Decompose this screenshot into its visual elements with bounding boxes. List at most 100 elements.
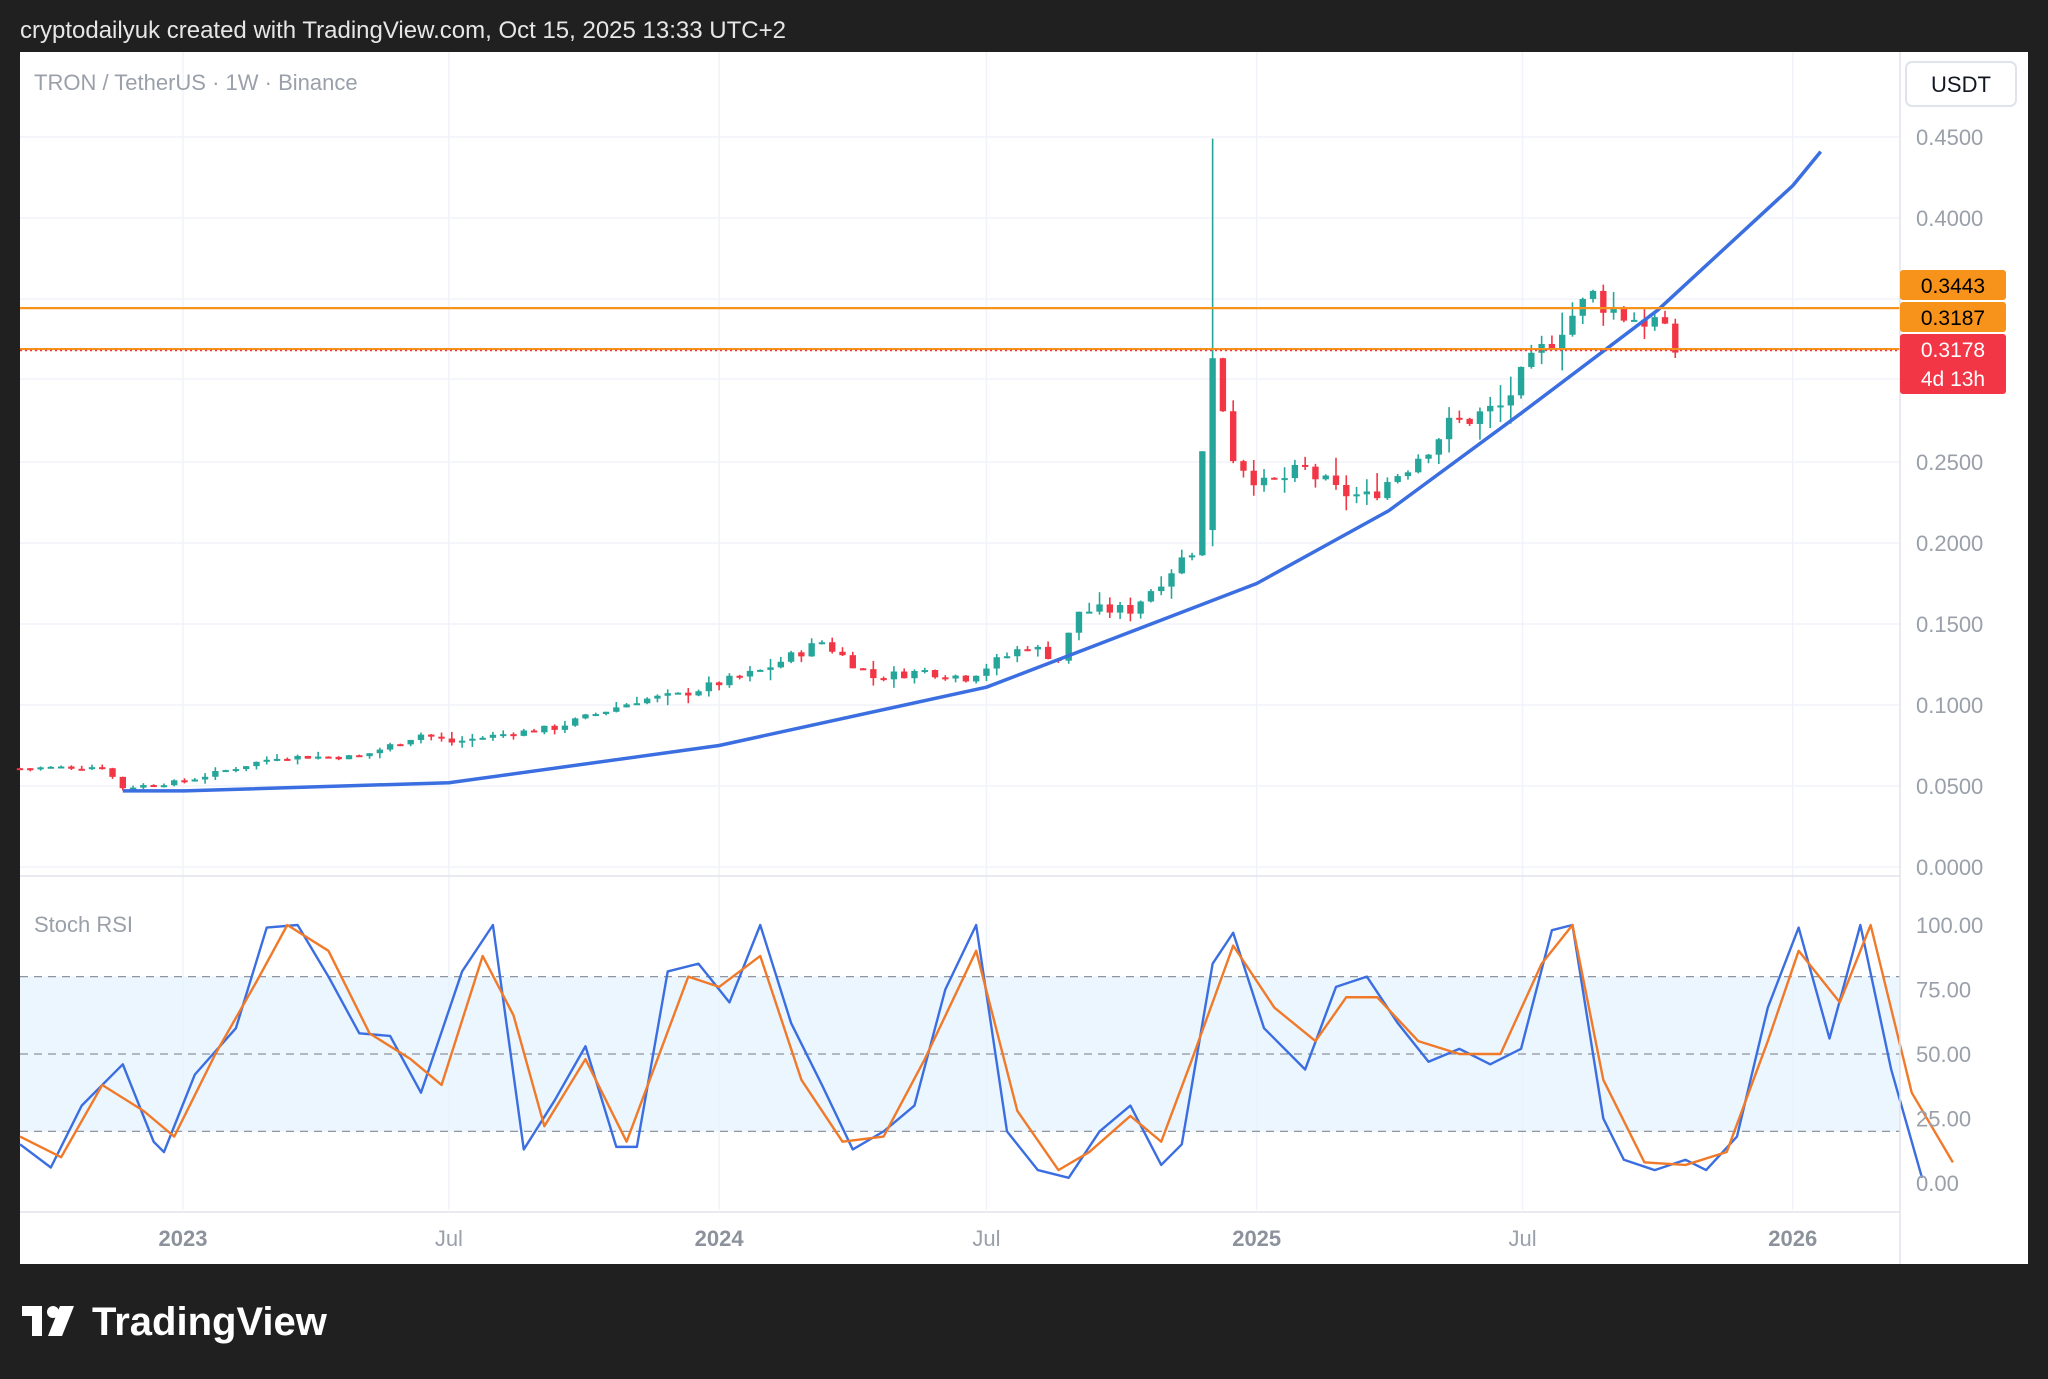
footer-logo[interactable]: TradingView (22, 1300, 328, 1344)
tradingview-logo-icon[interactable] (22, 1306, 74, 1336)
candle-body (417, 734, 425, 740)
candle (1600, 284, 1607, 326)
candle (1507, 376, 1514, 424)
candle (335, 756, 342, 761)
candle-body (469, 738, 476, 741)
candle (47, 766, 55, 769)
candle-body (859, 668, 867, 671)
price-tick-label: 0.2000 (1916, 531, 1983, 556)
candle (88, 764, 96, 770)
candle (325, 756, 332, 759)
candle-body (787, 652, 795, 662)
candle-body (57, 766, 65, 769)
price-tag-countdown: 4d 13h (1921, 368, 1985, 391)
candle (489, 731, 497, 741)
candle (849, 651, 856, 669)
candle-body (993, 657, 1000, 669)
candle (1230, 400, 1237, 464)
candle (356, 754, 363, 758)
candle-body (243, 766, 250, 770)
stoch-tick-label: 75.00 (1916, 978, 1971, 1003)
candle (890, 666, 898, 688)
candle-body (129, 787, 137, 790)
candle (1240, 459, 1247, 478)
candle (541, 725, 548, 735)
candle-body (273, 758, 281, 761)
footer-logo-text[interactable]: TradingView (92, 1300, 328, 1344)
currency-button[interactable]: USDT (1905, 61, 2017, 107)
candle-body (674, 692, 682, 695)
candle (417, 732, 425, 744)
candle (530, 728, 538, 733)
candle (1548, 335, 1556, 350)
candle (1271, 477, 1278, 480)
candle (212, 767, 219, 781)
candle (500, 730, 507, 738)
candle-body (962, 675, 970, 682)
candle-body (1476, 411, 1484, 424)
candle (921, 667, 928, 674)
candle-body (1230, 411, 1237, 462)
candle (623, 703, 630, 708)
candle (1003, 652, 1011, 659)
candle (1096, 592, 1103, 615)
header-attribution: cryptodailyuk created with TradingView.c… (20, 17, 786, 44)
candle (736, 674, 743, 680)
candle-body (1014, 649, 1021, 657)
candle-body (1096, 604, 1103, 612)
candle-body (1466, 418, 1473, 424)
candle-body (623, 704, 630, 708)
candle-body (345, 755, 353, 760)
candle (818, 640, 826, 645)
candle-body (1024, 649, 1031, 652)
candle (654, 694, 661, 703)
candle (1641, 308, 1648, 340)
candle-body (1415, 458, 1422, 473)
currency-label[interactable]: USDT (1931, 72, 1991, 97)
candle (222, 769, 229, 773)
time-tick-label: Jul (435, 1226, 463, 1251)
candle (1024, 646, 1031, 652)
currency-button-bg[interactable] (1905, 61, 2017, 107)
candle (109, 767, 116, 779)
stoch-tick-label: 50.00 (1916, 1042, 1971, 1067)
candle-body (1291, 464, 1299, 479)
candle-body (1589, 290, 1597, 299)
candle-body (911, 671, 918, 679)
candle-body (572, 718, 579, 726)
candle-body (746, 670, 754, 677)
candle (1209, 138, 1216, 547)
candle-body (1065, 632, 1072, 661)
candle (1343, 475, 1350, 511)
candle-body (479, 737, 486, 740)
candle (859, 668, 867, 671)
candle (1106, 597, 1113, 618)
time-tick-label: 2024 (695, 1226, 745, 1251)
candle-body (1363, 491, 1371, 495)
time-tick-label: Jul (972, 1226, 1000, 1251)
candle (1517, 366, 1525, 399)
candle (705, 676, 713, 697)
candle-body (448, 738, 455, 743)
price-tick-label: 0.1000 (1916, 693, 1983, 718)
candle (232, 767, 240, 773)
candle-body (1487, 405, 1494, 412)
candle-body (1301, 464, 1309, 467)
candle-body (520, 730, 527, 736)
candle-body (1456, 417, 1463, 420)
candle-body (1178, 557, 1185, 574)
stoch-rsi-lines (19, 923, 1954, 1180)
candle-body (397, 744, 404, 747)
candle-body (366, 753, 373, 757)
candle (931, 669, 939, 679)
candle (57, 765, 65, 769)
candle (572, 717, 579, 727)
candle-body (1641, 319, 1648, 327)
candle (428, 734, 435, 741)
candle-body (715, 682, 723, 686)
candle (119, 776, 126, 791)
indicator-label: Stoch RSI (34, 912, 133, 937)
candle (1086, 602, 1093, 614)
candle (1219, 357, 1227, 412)
candle (1363, 479, 1371, 505)
